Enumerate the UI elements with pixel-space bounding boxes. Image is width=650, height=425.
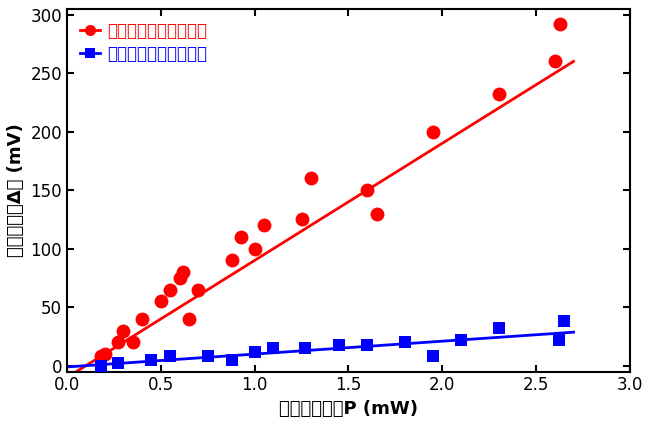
Point bbox=[184, 315, 194, 322]
Point bbox=[96, 363, 106, 369]
Point bbox=[300, 345, 311, 351]
Point bbox=[227, 257, 237, 264]
Point bbox=[259, 222, 269, 229]
Point bbox=[112, 360, 123, 367]
Point bbox=[250, 245, 260, 252]
Point bbox=[296, 216, 307, 223]
Point bbox=[250, 348, 260, 355]
Point bbox=[362, 341, 372, 348]
Point bbox=[203, 353, 213, 360]
X-axis label: 照射光強度，P (mW): 照射光強度，P (mW) bbox=[279, 400, 418, 418]
Point bbox=[174, 275, 185, 281]
Point bbox=[555, 20, 566, 27]
Point bbox=[550, 58, 560, 65]
Point bbox=[428, 128, 438, 135]
Point bbox=[493, 91, 504, 98]
Point bbox=[137, 315, 148, 322]
Point bbox=[99, 351, 110, 357]
Point bbox=[178, 269, 188, 275]
Point bbox=[559, 318, 569, 325]
Point bbox=[237, 234, 247, 241]
Point bbox=[268, 345, 279, 351]
Point bbox=[428, 353, 438, 360]
Point bbox=[127, 339, 138, 346]
Point bbox=[306, 175, 316, 182]
Point bbox=[165, 286, 176, 293]
Point bbox=[400, 339, 410, 346]
Point bbox=[227, 357, 237, 363]
Point bbox=[456, 337, 466, 343]
Y-axis label: 熱起電力，ΔＶ (mV): 熱起電力，ΔＶ (mV) bbox=[7, 123, 25, 257]
Point bbox=[165, 353, 176, 360]
Legend: フォノニック結晶搭載, フォノニック結晶なし: フォノニック結晶搭載, フォノニック結晶なし bbox=[75, 17, 212, 68]
Point bbox=[112, 339, 123, 346]
Point bbox=[193, 286, 203, 293]
Point bbox=[334, 341, 345, 348]
Point bbox=[96, 353, 106, 360]
Point bbox=[371, 210, 382, 217]
Point bbox=[493, 325, 504, 332]
Point bbox=[553, 337, 564, 343]
Point bbox=[362, 187, 372, 193]
Point bbox=[146, 357, 157, 363]
Point bbox=[118, 327, 129, 334]
Point bbox=[155, 298, 166, 305]
